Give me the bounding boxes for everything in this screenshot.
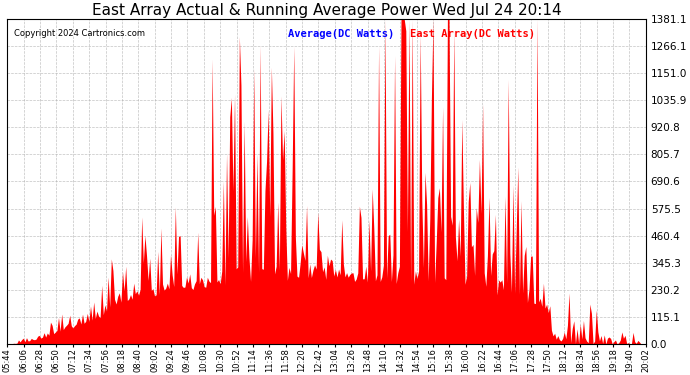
Text: Average(DC Watts): Average(DC Watts) <box>288 29 395 39</box>
Text: Copyright 2024 Cartronics.com: Copyright 2024 Cartronics.com <box>14 29 145 38</box>
Title: East Array Actual & Running Average Power Wed Jul 24 20:14: East Array Actual & Running Average Powe… <box>92 3 562 18</box>
Text: East Array(DC Watts): East Array(DC Watts) <box>410 29 535 39</box>
